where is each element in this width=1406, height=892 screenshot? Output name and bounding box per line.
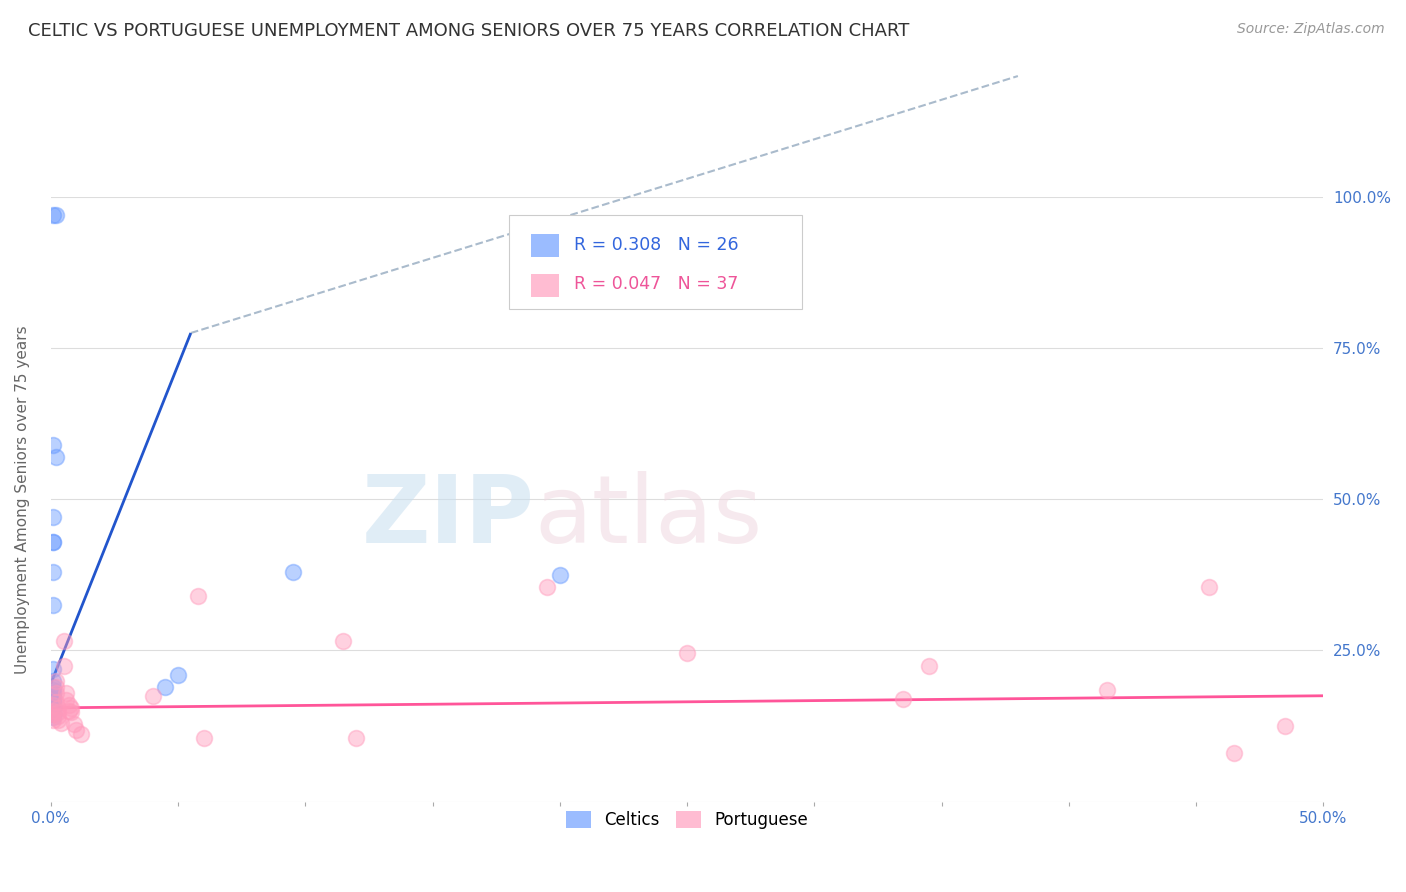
Point xyxy=(142,689,165,703)
Point xyxy=(60,705,83,719)
Y-axis label: Unemployment Among Seniors over 75 years: Unemployment Among Seniors over 75 years xyxy=(15,325,30,673)
Point xyxy=(49,716,72,731)
Point xyxy=(42,534,65,549)
Point xyxy=(55,693,77,707)
Point xyxy=(893,691,915,706)
Point xyxy=(45,208,67,222)
Point xyxy=(42,698,65,712)
Point xyxy=(45,680,67,694)
Point xyxy=(42,565,65,579)
Point xyxy=(48,713,70,727)
Point xyxy=(45,695,67,709)
Point xyxy=(58,704,80,718)
Point xyxy=(281,565,304,579)
FancyBboxPatch shape xyxy=(509,215,801,309)
Point xyxy=(42,698,65,712)
Point xyxy=(193,731,215,745)
Point xyxy=(70,727,93,741)
Point xyxy=(42,598,65,612)
Point xyxy=(55,686,77,700)
Point xyxy=(48,708,70,723)
Point xyxy=(45,673,67,688)
Text: R = 0.047   N = 37: R = 0.047 N = 37 xyxy=(574,275,738,293)
Point xyxy=(1198,580,1220,594)
Point xyxy=(676,647,699,661)
Point xyxy=(42,680,65,694)
Point xyxy=(1223,746,1246,760)
Point xyxy=(60,701,83,715)
Text: ZIP: ZIP xyxy=(361,471,534,564)
Point xyxy=(45,686,67,700)
Text: R = 0.308   N = 26: R = 0.308 N = 26 xyxy=(574,235,738,253)
Point xyxy=(65,723,87,738)
Point xyxy=(42,706,65,721)
Text: CELTIC VS PORTUGUESE UNEMPLOYMENT AMONG SENIORS OVER 75 YEARS CORRELATION CHART: CELTIC VS PORTUGUESE UNEMPLOYMENT AMONG … xyxy=(28,22,910,40)
Point xyxy=(42,682,65,697)
Point xyxy=(48,705,70,719)
Point xyxy=(344,731,367,745)
Point xyxy=(48,701,70,715)
Point xyxy=(58,698,80,712)
Point xyxy=(45,450,67,464)
Point xyxy=(42,208,65,222)
Point xyxy=(42,695,65,709)
Point xyxy=(42,704,65,718)
Text: Source: ZipAtlas.com: Source: ZipAtlas.com xyxy=(1237,22,1385,37)
Point xyxy=(42,662,65,676)
Point xyxy=(42,710,65,724)
Point xyxy=(52,634,75,648)
Point xyxy=(42,510,65,524)
Point xyxy=(52,658,75,673)
Point xyxy=(548,567,571,582)
Point xyxy=(167,667,190,681)
Point xyxy=(42,704,65,718)
Point xyxy=(42,691,65,706)
Point xyxy=(42,438,65,452)
Point xyxy=(918,658,941,673)
Point xyxy=(1095,682,1118,697)
Point xyxy=(42,673,65,688)
Point xyxy=(42,701,65,715)
Point xyxy=(42,686,65,700)
Point xyxy=(42,713,65,727)
Text: atlas: atlas xyxy=(534,471,762,564)
Legend: Celtics, Portuguese: Celtics, Portuguese xyxy=(560,804,815,836)
Point xyxy=(62,717,84,731)
Point xyxy=(187,589,209,603)
Point xyxy=(155,680,177,694)
Point xyxy=(1274,719,1296,733)
FancyBboxPatch shape xyxy=(530,235,558,258)
FancyBboxPatch shape xyxy=(530,274,558,297)
Point xyxy=(42,706,65,721)
Point xyxy=(332,634,354,648)
Point xyxy=(42,534,65,549)
Point xyxy=(536,580,558,594)
Point xyxy=(42,689,65,703)
